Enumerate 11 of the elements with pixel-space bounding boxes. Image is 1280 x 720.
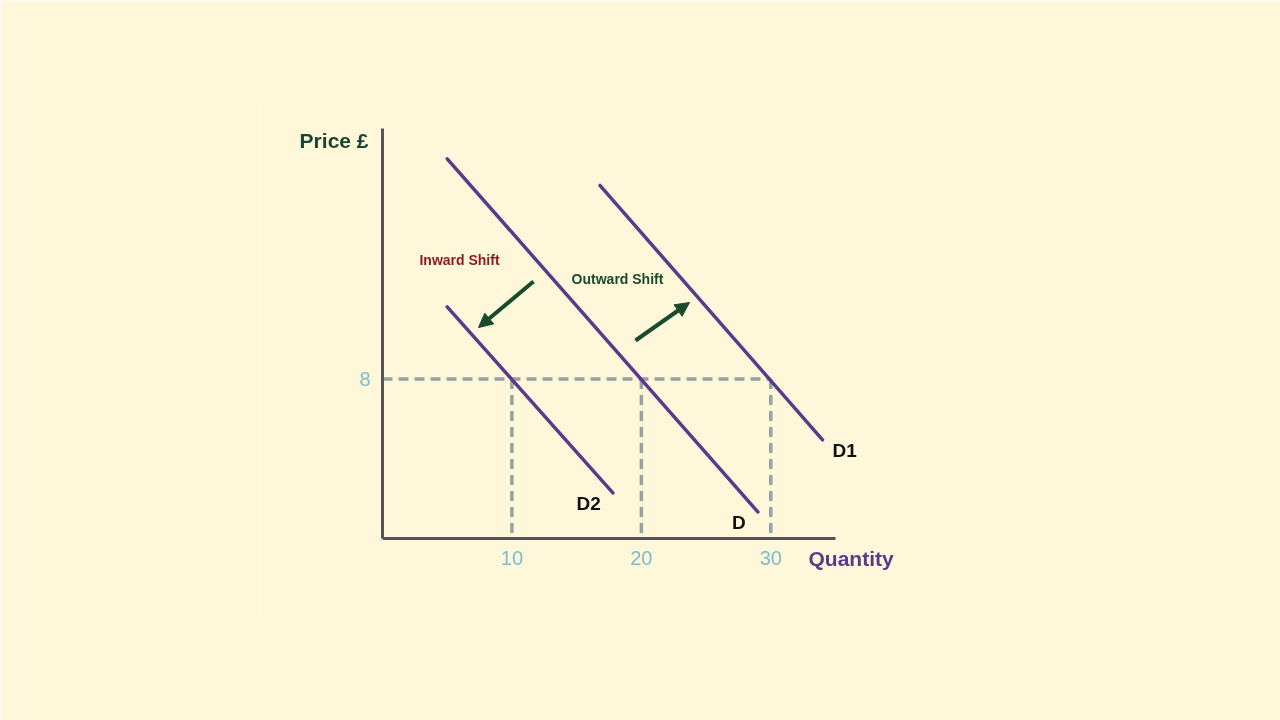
x-tick-label: 10 <box>500 546 524 569</box>
series-label: D1 <box>832 439 858 461</box>
annotation: Outward Shift <box>571 270 664 287</box>
annotation: 8 <box>359 368 371 391</box>
series-label: D <box>732 511 746 533</box>
x-tick-label: 20 <box>630 546 653 569</box>
annotation: Inward Shift <box>419 251 500 268</box>
x-tick-label: 30 <box>759 546 782 569</box>
series-label: D2 <box>576 492 601 514</box>
x-axis-title: Quantity <box>808 546 894 570</box>
y-axis-title: Price £ <box>299 128 369 152</box>
